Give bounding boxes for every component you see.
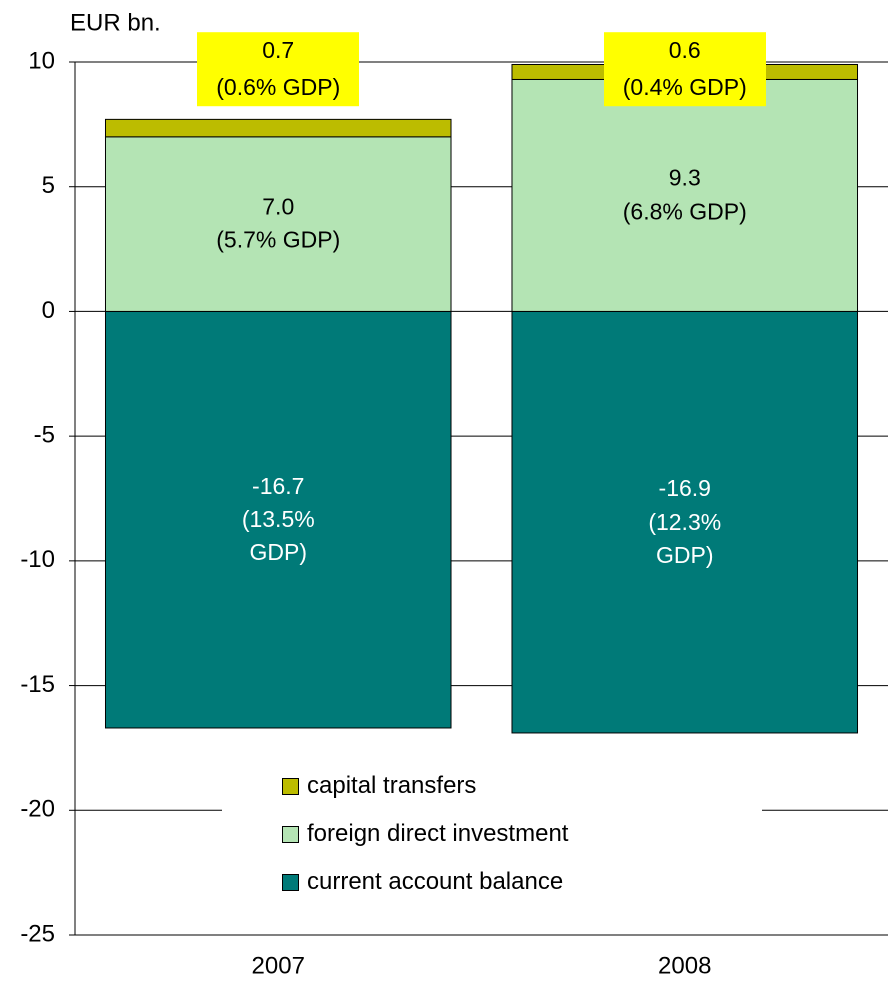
legend-swatch [282, 777, 299, 795]
legend-label: capital transfers [307, 772, 477, 799]
bar-segment [511, 310, 859, 734]
y-axis-label: EUR bn. [70, 9, 161, 36]
y-tick-label: -25 [20, 920, 55, 947]
bar-segment [104, 118, 452, 138]
legend-entry: capital transfers [222, 762, 762, 810]
x-tick-label: 2008 [658, 952, 711, 979]
data-label: 0.6 (0.4% GDP) [603, 32, 766, 106]
legend-label: current account balance [307, 868, 564, 895]
legend-label: foreign direct investment [307, 820, 569, 847]
y-tick-label: 0 [42, 297, 55, 324]
y-tick-label: 5 [42, 172, 55, 199]
legend-entry: foreign direct investment [222, 810, 762, 858]
data-label: -16.7 (13.5% GDP) [241, 472, 315, 566]
legend-swatch [282, 873, 299, 891]
data-label: 0.7 (0.6% GDP) [197, 32, 360, 106]
legend-entry: current account balance [222, 858, 762, 906]
data-label: 7.0 (5.7% GDP) [216, 193, 341, 254]
legend: capital transfers foreign direct investme… [222, 762, 762, 912]
bar-segment [511, 78, 859, 312]
y-tick-label: -15 [20, 671, 55, 698]
y-tick-label: -5 [34, 421, 55, 448]
bar-segment [104, 136, 452, 312]
legend-swatch [282, 825, 299, 843]
data-label: -16.9 (12.3% GDP) [648, 475, 722, 568]
data-label: 9.3 (6.8% GDP) [622, 165, 747, 225]
x-tick-label: 2007 [252, 952, 305, 979]
y-tick-label: 10 [28, 47, 55, 74]
y-tick-label: -20 [20, 796, 55, 823]
y-tick-label: -10 [20, 546, 55, 573]
